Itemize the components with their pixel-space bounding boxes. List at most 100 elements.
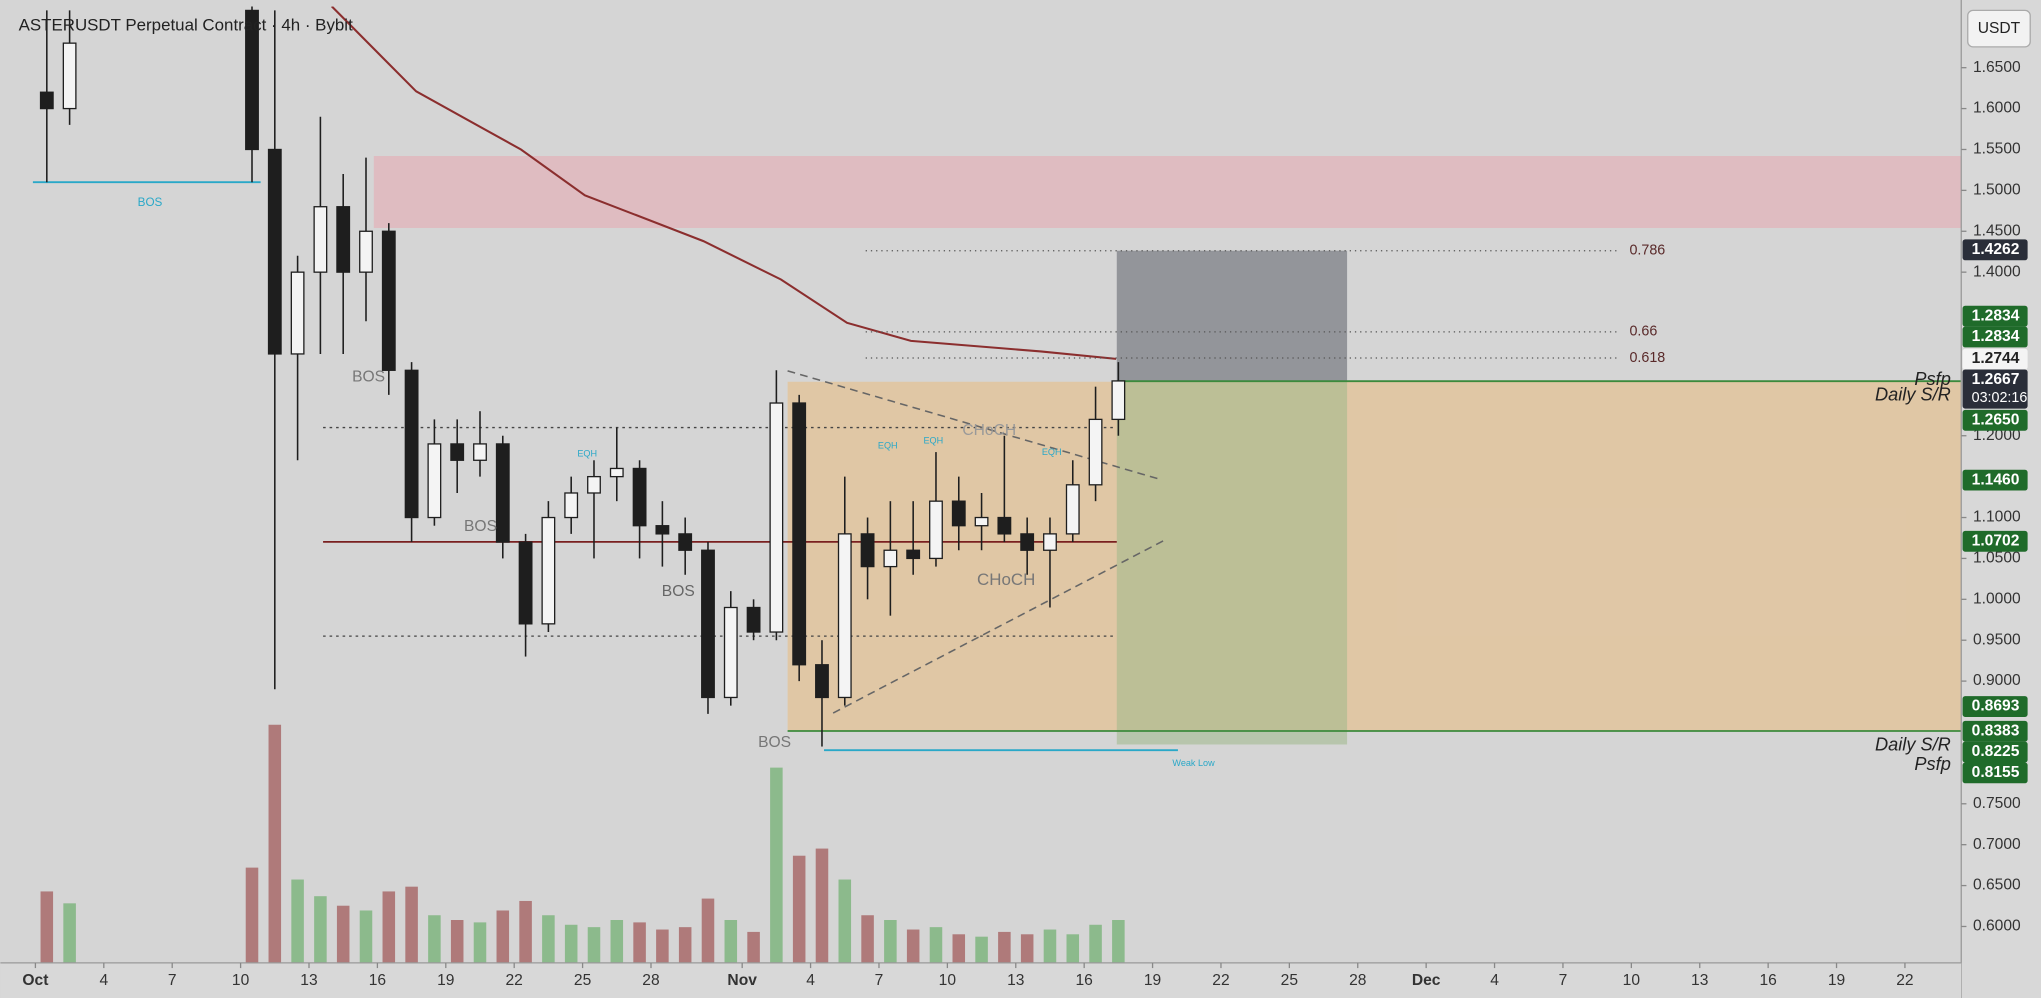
x-tick-label: 13 — [1691, 972, 1708, 989]
moving-average — [331, 6, 1117, 360]
currency-button[interactable] — [1967, 9, 2031, 48]
volume-bar — [473, 922, 487, 963]
x-tick-label: 7 — [168, 972, 177, 989]
price-marker-label: 1.2834 — [1972, 307, 2020, 324]
volume-bar — [496, 910, 510, 963]
y-tick-label: 1.6000 — [1973, 100, 2021, 117]
candle-body — [929, 500, 943, 560]
annotation: CHoCH — [977, 570, 1035, 589]
candle-body — [381, 230, 396, 371]
y-tick-label: 0.7000 — [1973, 836, 2021, 853]
price-marker — [1962, 348, 2028, 370]
price-marker-label: 1.1460 — [1972, 471, 2020, 488]
x-tick-label: 7 — [1559, 972, 1568, 989]
annotation: BOS — [758, 734, 791, 751]
fib-label: 0.786 — [1629, 243, 1665, 259]
price-marker — [1962, 696, 2028, 717]
x-tick-label: 16 — [369, 972, 386, 989]
candle-body — [541, 516, 556, 625]
x-tick-label: 10 — [232, 972, 250, 989]
annotation: Psfp — [1914, 754, 1950, 774]
volume-bar — [610, 920, 624, 963]
annotation: EQH — [923, 436, 943, 446]
x-tick-label: 22 — [1212, 972, 1229, 989]
candle-body — [860, 533, 875, 568]
volume-bar — [1089, 924, 1102, 963]
x-tick-label: 13 — [300, 972, 317, 989]
candle-body — [746, 606, 761, 633]
price-marker-label: 1.2650 — [1972, 411, 2020, 428]
x-tick-label: 19 — [437, 972, 454, 989]
candle-body — [769, 402, 784, 633]
x-tick-label: Nov — [727, 972, 757, 989]
volume-bar — [770, 767, 783, 963]
x-tick-label: 22 — [1896, 972, 1913, 989]
y-tick-label: 0.6000 — [1973, 918, 2021, 935]
y-tick-label: 0.9500 — [1973, 631, 2021, 648]
volume-bar — [336, 905, 350, 963]
y-tick-label: 1.6500 — [1973, 59, 2021, 76]
candle-body — [564, 492, 579, 519]
volume-bar — [587, 927, 601, 963]
volume-bar — [975, 936, 988, 963]
price-marker-label: 0.8225 — [1972, 743, 2020, 760]
zone — [1116, 250, 1348, 382]
volume-bar — [63, 903, 76, 963]
x-tick-label: 28 — [642, 972, 659, 989]
price-marker-label: 0.8383 — [1972, 722, 2020, 739]
candle-body — [609, 467, 624, 478]
y-tick-label: 1.2000 — [1973, 427, 2021, 444]
annotation: EQH — [577, 449, 597, 459]
x-tick-label: 4 — [806, 972, 815, 989]
candle-body — [837, 533, 852, 699]
candle-body — [1111, 380, 1126, 421]
price-marker-label: 1.2834 — [1972, 328, 2020, 345]
annotation: BOS — [352, 368, 385, 385]
y-tick-label: 1.5000 — [1973, 181, 2021, 198]
volume-bar — [906, 929, 920, 963]
price-marker — [1962, 530, 2028, 552]
trendline — [832, 539, 1166, 714]
volume-bar — [314, 896, 327, 963]
x-tick-label: 25 — [574, 972, 592, 989]
y-tick-label: 0.6500 — [1973, 877, 2021, 894]
candle-body — [632, 467, 647, 527]
annotation: BOS — [464, 518, 497, 535]
x-tick-label: 19 — [1828, 972, 1845, 989]
candle-body — [313, 206, 328, 273]
x-tick-label: 7 — [875, 972, 884, 989]
y-tick-label: 0.7500 — [1973, 795, 2021, 812]
x-tick-label: 25 — [1281, 972, 1299, 989]
volume-bar — [678, 927, 692, 963]
candle-body — [678, 533, 693, 551]
currency-label[interactable]: USDT — [1978, 20, 2021, 37]
volume-bar — [405, 886, 418, 963]
annotation: BOS — [662, 583, 695, 600]
candle-body — [701, 549, 715, 699]
price-marker — [1962, 409, 2028, 431]
x-tick-label: 28 — [1349, 972, 1366, 989]
volume-bar — [701, 898, 715, 963]
chart-title: ASTERUSDT Perpetual Contract · 4h · Bybi… — [19, 15, 353, 34]
zone — [373, 156, 1962, 228]
volume-bar — [1066, 934, 1080, 963]
candle-body — [427, 443, 442, 519]
y-tick-label: 0.9000 — [1973, 672, 2021, 689]
x-tick-label: 4 — [1490, 972, 1499, 989]
volume-bar — [519, 900, 532, 963]
candle-body — [815, 664, 829, 699]
y-tick-label: 1.4500 — [1973, 222, 2021, 239]
annotation: EQH — [878, 441, 898, 451]
candle-body — [974, 516, 989, 527]
annotation: CHoCH — [962, 422, 1016, 439]
price-marker — [1962, 239, 2028, 261]
volume-bar — [268, 724, 282, 963]
price-marker — [1962, 741, 2028, 763]
candle-body — [336, 206, 351, 273]
x-tick-label: 22 — [506, 972, 523, 989]
y-tick-label: 1.0500 — [1973, 550, 2021, 567]
price-marker-label: 0.8155 — [1972, 764, 2020, 781]
annotation: Daily S/R — [1875, 384, 1951, 404]
